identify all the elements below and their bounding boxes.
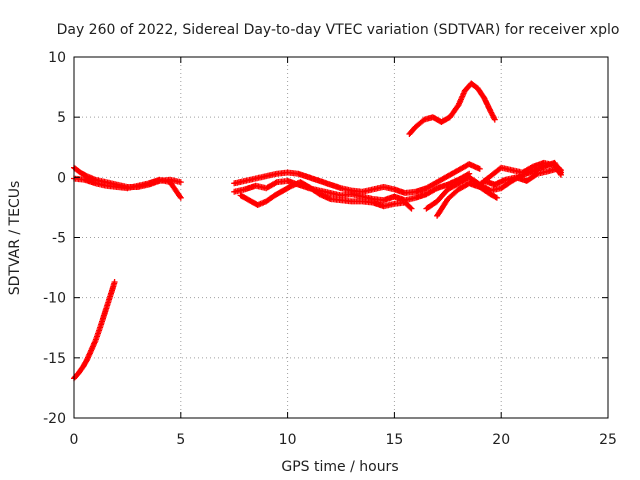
x-axis-label: GPS time / hours [281, 459, 398, 475]
x-tick-label: 15 [385, 432, 403, 448]
grid-lines [74, 57, 608, 418]
series-segment-2 [71, 175, 184, 201]
data-marks [71, 80, 564, 382]
chart-title: Day 260 of 2022, Sidereal Day-to-day VTE… [57, 22, 620, 38]
x-tick-label: 20 [492, 432, 510, 448]
y-tick-label: 5 [57, 110, 66, 126]
series-segment-3 [71, 279, 118, 382]
x-tick-label: 10 [279, 432, 297, 448]
series-markers [406, 80, 498, 137]
y-tick-label: 0 [57, 170, 66, 186]
series-segment-10 [481, 165, 564, 188]
y-axis-label: SDTVAR / TECUs [7, 181, 23, 296]
y-tick-label: -15 [43, 351, 66, 367]
y-tick-label: -5 [52, 231, 66, 247]
x-tick-label: 25 [599, 432, 617, 448]
series-markers [71, 175, 184, 201]
y-tick-label: -10 [43, 291, 66, 307]
series-segment-11 [406, 80, 498, 137]
series-markers [231, 161, 483, 196]
series-segment-8 [434, 180, 500, 219]
y-tick-label: -20 [43, 411, 66, 427]
x-tick-label: 0 [70, 432, 79, 448]
y-tick-label: 10 [48, 50, 66, 66]
series-markers [481, 165, 564, 188]
series-segment-4 [231, 161, 483, 196]
series-markers [237, 179, 415, 212]
series-segment-6 [237, 179, 415, 212]
series-markers [434, 180, 500, 219]
axis-ticks: 0 5 10 15 20 25 -20 -15 -10 -5 0 5 10 [43, 50, 617, 448]
series-markers [71, 279, 118, 382]
x-tick-label: 5 [176, 432, 185, 448]
